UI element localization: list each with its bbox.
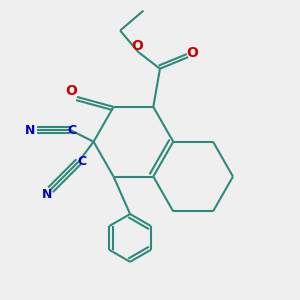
Text: O: O bbox=[186, 46, 198, 60]
Text: N: N bbox=[26, 124, 36, 136]
Text: O: O bbox=[131, 39, 143, 53]
Text: C: C bbox=[77, 155, 86, 168]
Text: C: C bbox=[68, 124, 76, 136]
Text: N: N bbox=[42, 188, 52, 201]
Text: O: O bbox=[65, 84, 77, 98]
